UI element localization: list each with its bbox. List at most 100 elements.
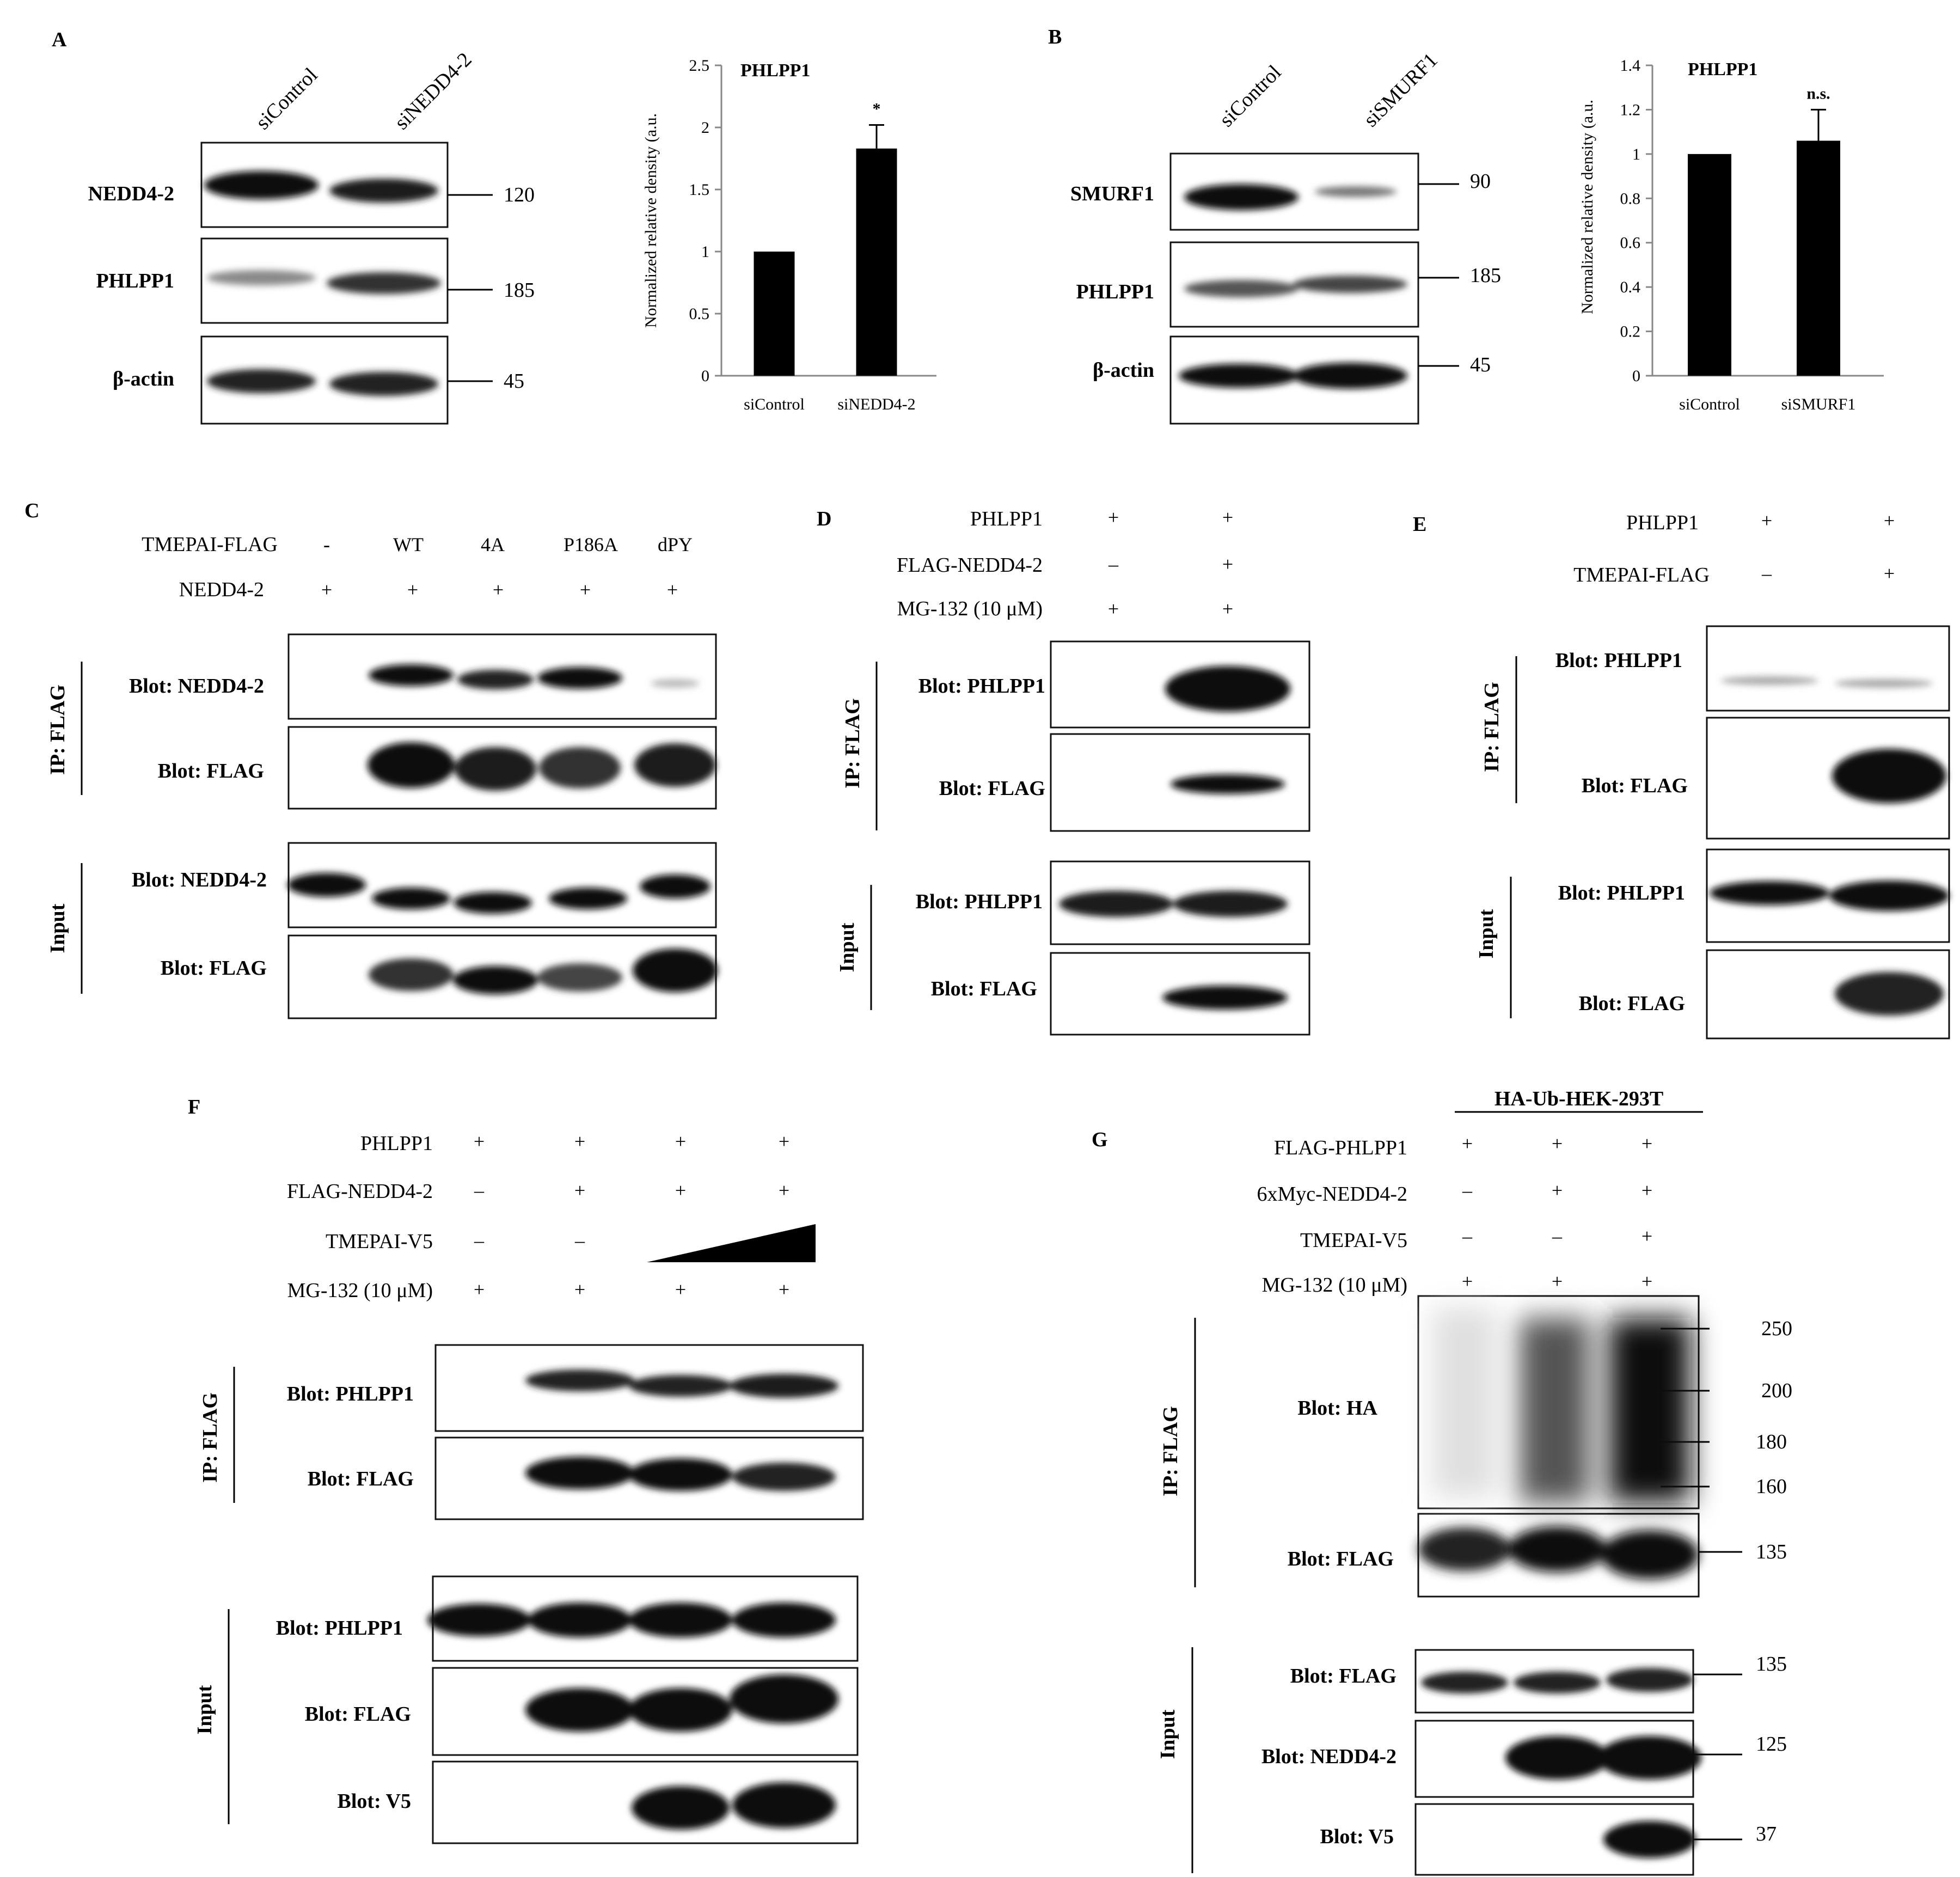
input-label: Input [836,922,859,972]
y-tick-label: 0.8 [1620,189,1641,207]
panel-b: B siControl siSMURF1 SMURF1 PHLPP1 β-act… [1048,26,1501,425]
lane-value: + [574,1179,585,1201]
treatment-label: MG-132 (10 μM) [897,597,1043,620]
lane-value: + [675,1179,686,1201]
mw-marker: 90 [1470,170,1491,193]
lane-label: siSMURF1 [1359,48,1442,131]
mw-marker: 185 [504,279,535,302]
blot-label: Blot: FLAG [1579,992,1685,1015]
y-tick-label: 0.5 [689,305,710,323]
cell-line-header: HA-Ub-HEK-293T [1494,1087,1663,1110]
input-label: Input [46,903,69,953]
tmepai-gradient-wedge [647,1224,816,1262]
y-tick-label: 0.2 [1620,323,1641,341]
mw-marker: 135 [1756,1540,1787,1563]
lane-value: + [580,579,591,601]
lane-value: + [1552,1270,1563,1292]
lane-value: dPY [658,534,693,555]
treatment-label: TMEPAI-FLAG [1573,564,1710,586]
input-label: Input [1475,909,1498,958]
panel-letter-b: B [1048,26,1062,48]
lane-value: + [675,1130,686,1152]
lane-value: – [1108,553,1119,575]
mw-marker: 185 [1470,264,1501,287]
blot-label: Blot: NEDD4-2 [1261,1745,1396,1768]
y-tick-label: 0 [701,367,709,385]
lane-value: 4A [481,534,505,555]
lane-value: – [474,1230,485,1251]
lane-value: + [1222,598,1233,620]
treatment-label: FLAG-NEDD4-2 [287,1180,433,1203]
mw-marker: 135 [1756,1653,1787,1676]
lane-value: + [1222,506,1233,528]
blot-label: Blot: NEDD4-2 [129,675,264,698]
lane-value: - [323,534,330,555]
lane-value: + [1761,510,1772,531]
lane-value: + [1462,1133,1473,1154]
blot-label: Blot: FLAG [161,957,267,980]
y-tick-label: 1 [1632,145,1640,163]
treatment-label: TMEPAI-V5 [326,1230,433,1253]
blot-label: Blot: FLAG [939,777,1045,800]
lane-value: + [1641,1270,1652,1292]
bar [856,148,897,376]
category-label: siControl [744,395,805,413]
blot-label: Blot: V5 [338,1790,411,1813]
treatment-label: PHLPP1 [970,508,1043,530]
blot-label: NEDD4-2 [88,182,174,205]
category-label: siControl [1679,395,1740,413]
lane-label: siControl [252,64,322,134]
treatment-label: TMEPAI-FLAG [142,533,278,556]
ip-label: IP: FLAG [1480,682,1503,772]
panel-a: A siControl siNEDD4-2 NEDD4-2 PHLPP1 β-a… [52,28,535,425]
significance-label: n.s. [1806,84,1830,102]
blot-label: Blot: FLAG [1288,1548,1394,1570]
blot-bands [204,171,1949,1858]
blot-label: Blot: PHLPP1 [276,1617,403,1640]
blot-label: Blot: V5 [1320,1825,1394,1848]
lane-value: + [1462,1270,1473,1292]
y-tick-label: 0.6 [1620,234,1641,252]
ip-label: IP: FLAG [841,698,864,788]
panel-letter-a: A [52,28,67,51]
lane-value: + [779,1130,789,1152]
treatment-label: MG-132 (10 μM) [287,1279,433,1302]
ip-label: IP: FLAG [1159,1406,1182,1496]
mw-marker: 160 [1756,1475,1787,1498]
lane-value: + [779,1279,789,1300]
category-label: siNEDD4-2 [837,395,915,413]
lane-value: + [407,579,418,601]
lane-value: + [474,1279,485,1300]
treatment-label: FLAG-NEDD4-2 [897,554,1043,577]
significance-label: * [873,100,881,118]
lane-value: + [574,1279,585,1300]
lane-value: + [493,579,504,601]
treatment-label: 6xMyc-NEDD4-2 [1257,1183,1407,1206]
lane-value: + [1108,598,1119,620]
blot-label: β-actin [1093,359,1154,382]
bar-chart-a: 0 0.5 1 1.5 2 2.5 PHLPP1 Normalized relative de… [642,57,936,413]
y-tick-label: 0.4 [1620,278,1641,296]
treatment-label: NEDD4-2 [179,578,264,601]
blot-label: Blot: FLAG [308,1468,414,1490]
y-tick-label: 1.4 [1620,57,1641,75]
blot-box [1706,625,1950,712]
panel-letter-c: C [24,499,39,522]
treatment-label: PHLPP1 [1626,511,1699,534]
y-axis-label: Normalized relative density (a.u. [642,113,660,328]
blot-label: Blot: PHLPP1 [1555,649,1682,672]
bar [1688,154,1731,376]
lane-value: + [1222,553,1233,575]
ip-label: IP: FLAG [46,684,69,775]
panel-letter-f: F [188,1096,200,1118]
y-tick-label: 2.5 [689,57,710,75]
mw-marker: 37 [1756,1823,1777,1845]
blot-label: Blot: FLAG [1582,774,1688,797]
lane-label: siControl [1215,61,1286,132]
bar-chart-b: 0 0.2 0.4 0.6 0.8 1 1.2 1.4 PHLPP1 Normalized rel… [1578,57,1884,413]
mw-marker: 125 [1756,1733,1787,1756]
mw-marker: 250 [1761,1317,1792,1340]
treatment-label: PHLPP1 [360,1132,433,1155]
category-label: siSMURF1 [1781,395,1856,413]
